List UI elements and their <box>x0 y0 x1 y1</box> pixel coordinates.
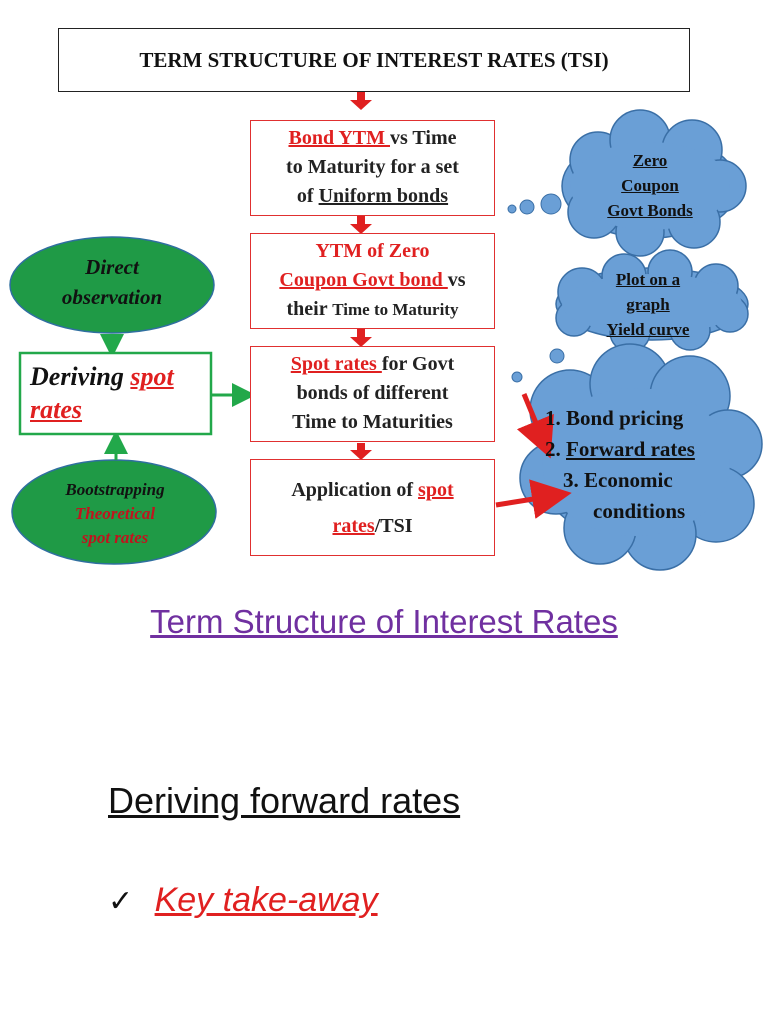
box4-tsi: /TSI <box>374 515 413 537</box>
app-item-2: 2. Forward rates <box>545 434 735 465</box>
cloud-plot-line3: Yield curve <box>606 320 690 339</box>
cloud-zero-line3: Govt Bonds <box>607 201 693 220</box>
key-takeaway: ✓ Key take-away <box>108 881 378 920</box>
arrow-to-applications-1 <box>516 393 554 459</box>
bond-ytm-highlight: Bond YTM <box>288 127 390 149</box>
deriving-spot: spot <box>130 362 174 391</box>
app-text-3: Economic <box>584 468 673 492</box>
box3-line3: Time to Maturities <box>292 411 453 433</box>
cloud-applications: 1. Bond pricing 2. Forward rates 3. Econ… <box>545 403 735 527</box>
box2-red-text: Coupon Govt bond <box>279 269 448 291</box>
oval-boot-line2: Theoretical <box>74 504 156 523</box>
box2-line1: YTM of Zero <box>315 240 430 262</box>
box1-line3-pre: of <box>296 185 319 207</box>
cloud-zero-line2: Coupon <box>621 176 679 195</box>
flow-arrow-1 <box>350 92 372 110</box>
oval-boot-line3: spot rates <box>81 528 149 547</box>
app-num-3: 3. <box>563 468 579 492</box>
cloud-zero-line1: Zero <box>632 151 668 170</box>
bubble-dot <box>549 348 565 364</box>
subheading: Deriving forward rates <box>108 780 461 821</box>
oval-direct-line2: observation <box>61 285 163 309</box>
cloud-plot: Plot on a graph Yield curve <box>578 267 718 342</box>
bubble-dot <box>511 371 523 383</box>
app-item-1: 1. Bond pricing <box>545 403 735 434</box>
slide-title: Term Structure of Interest Rates <box>150 603 618 640</box>
oval-bootstrapping: Bootstrapping Theoretical spot rates <box>20 478 210 550</box>
app-num-2: 2. <box>545 437 561 461</box>
box4-line1-pre: Application of <box>291 479 419 501</box>
bubble-dot <box>519 199 535 215</box>
box3-line1-rest: for Govt <box>381 353 455 375</box>
box4-spot: spot <box>418 479 454 501</box>
box2-line2-rest: vs <box>447 269 466 291</box>
flow-arrow-4 <box>350 443 372 460</box>
deriving-box-shape <box>18 351 213 436</box>
deriving-word: Deriving <box>30 362 131 391</box>
box3-line2: bonds of different <box>296 382 449 404</box>
app-text-2: Forward rates <box>566 437 695 461</box>
app-num-1: 1. <box>545 406 561 430</box>
bubble-dot <box>507 204 517 214</box>
app-text-4: conditions <box>593 499 686 523</box>
box2-line3-a: their <box>286 298 333 320</box>
app-item-3: 3. Economic <box>545 465 735 496</box>
flow-box-bond-ytm: Bond YTM vs Time to Maturity for a set o… <box>250 120 495 216</box>
box1-line2: to Maturity for a set <box>286 156 459 178</box>
deriving-rates: rates <box>30 395 82 424</box>
oval-direct-line1: Direct <box>85 255 139 279</box>
cloud-plot-line2: graph <box>626 295 670 314</box>
diagram-title: TERM STRUCTURE OF INTEREST RATES (TSI) <box>139 47 609 72</box>
app-text-1: Bond pricing <box>566 406 684 430</box>
oval-bootstrap-shape <box>11 459 217 565</box>
flow-box-application: Application of spot rates/TSI <box>250 459 495 556</box>
oval-direct-observation: Direct observation <box>20 252 204 312</box>
cloud-plot-line1: Plot on a <box>615 270 681 289</box>
arrow-to-applications-2 <box>495 479 572 519</box>
diagram-title-box: TERM STRUCTURE OF INTEREST RATES (TSI) <box>58 28 690 92</box>
box1-text: vs Time <box>390 127 457 149</box>
app-item-4: conditions <box>545 496 735 527</box>
oval-direct-shape <box>9 236 215 334</box>
flow-arrow-3 <box>350 329 372 347</box>
oval-boot-line1: Bootstrapping <box>65 480 165 499</box>
spot-rates-highlight: Spot rates <box>290 353 382 375</box>
box2-line3-b: Time to Maturity <box>332 300 459 319</box>
box4-rates: rates <box>332 515 375 537</box>
uniform-bonds-text: Uniform bonds <box>318 185 449 207</box>
cloud-zero-coupon: Zero Coupon Govt Bonds <box>580 148 720 223</box>
flow-box-spot-rates: Spot rates for Govt bonds of different T… <box>250 346 495 442</box>
deriving-spot-rates: Deriving spot rates <box>30 360 210 426</box>
flow-arrow-2 <box>350 216 372 234</box>
check-icon: ✓ <box>108 885 134 918</box>
bubble-dot <box>540 193 562 215</box>
key-takeaway-text: Key take-away <box>154 881 378 919</box>
flow-box-ytm-zero: YTM of Zero Coupon Govt bond vs their Ti… <box>250 233 495 329</box>
